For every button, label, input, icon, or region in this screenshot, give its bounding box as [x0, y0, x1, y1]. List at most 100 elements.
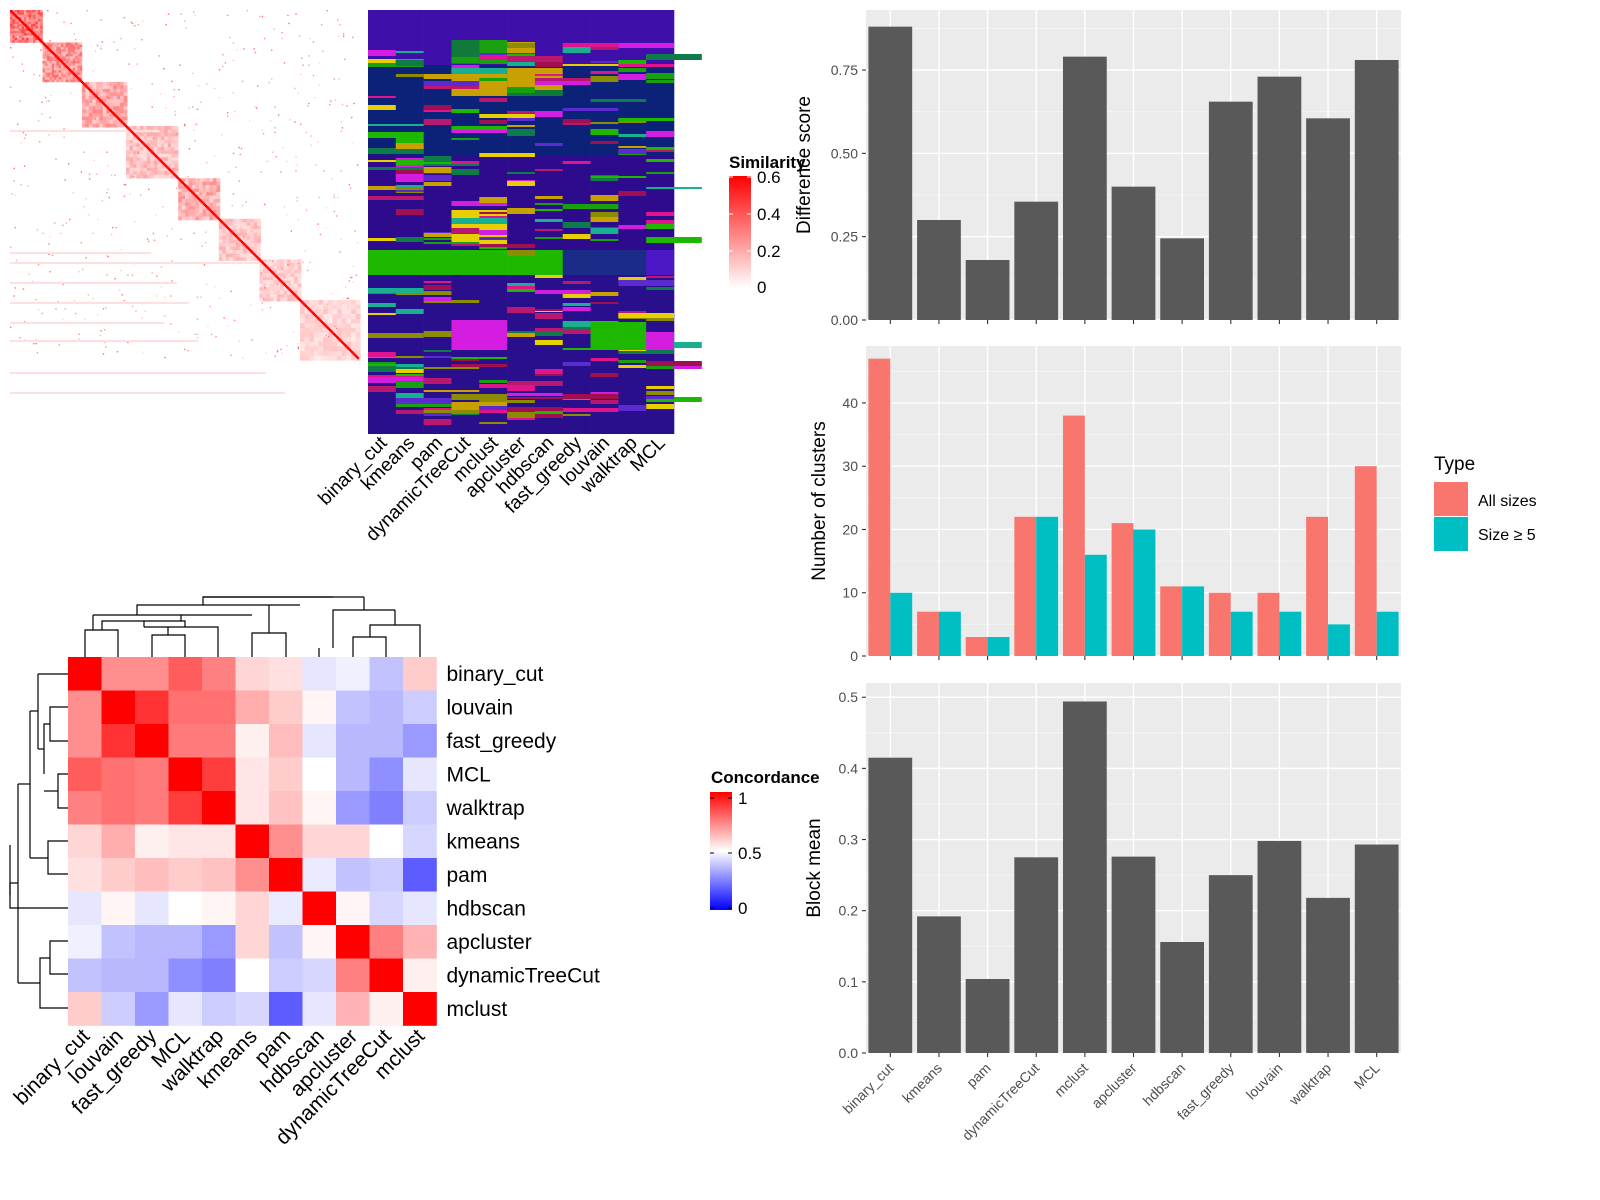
similarity-legend-bar: [729, 176, 751, 288]
similarity-heatmap-cell: [276, 266, 281, 271]
cluster-label-cell: [368, 96, 396, 98]
similarity-heatmap-cell: [85, 116, 90, 121]
similarity-heatmap-cell: [113, 95, 118, 100]
similarity-heatmap-cell: [202, 206, 207, 210]
similarity-heatmap-cell: [178, 206, 182, 210]
similarity-heatmap-cell: [338, 78, 340, 80]
concordance-cell: [235, 724, 270, 758]
similarity-heatmap-cell: [202, 199, 207, 203]
similarity-heatmap-cell: [243, 232, 247, 237]
similarity-heatmap-cell: [77, 72, 80, 76]
similarity-heatmap-cell: [153, 157, 158, 162]
bar: [1111, 186, 1156, 320]
similarity-heatmap-cell: [355, 313, 361, 319]
similarity-heatmap-cell: [327, 313, 333, 319]
similarity-heatmap-cell: [11, 193, 13, 195]
similarity-heatmap-cell: [185, 192, 189, 196]
similarity-heatmap-cell: [273, 283, 278, 288]
cluster-label-cell: [562, 414, 591, 416]
similarity-heatmap-cell: [300, 346, 305, 352]
similarity-heatmap-cell: [102, 123, 107, 128]
similarity-heatmap-cell: [352, 265, 354, 267]
similarity-heatmap-cell: [287, 273, 292, 278]
similarity-heatmap-cell: [20, 184, 22, 186]
cluster-label-cell: [395, 398, 452, 404]
similarity-heatmap-cell: [68, 49, 71, 53]
similarity-heatmap-cell: [54, 79, 57, 83]
similarity-heatmap-cell: [126, 164, 130, 169]
cluster-label-cell: [590, 358, 619, 361]
similarity-heatmap-cell: [351, 327, 356, 333]
similarity-heatmap-cell: [12, 56, 14, 58]
similarity-heatmap-cell: [30, 10, 33, 12]
similarity-heatmap-cell: [139, 157, 144, 162]
similarity-heatmap-cell: [153, 171, 158, 176]
similarity-heatmap-cell: [58, 70, 62, 73]
similarity-heatmap-cell: [106, 254, 108, 257]
similarity-heatmap-cell: [99, 81, 104, 86]
similarity-heatmap-cell: [187, 349, 189, 352]
cluster-label-cell: [507, 407, 563, 413]
similarity-heatmap-cell: [144, 310, 146, 312]
cluster-label-cell: [507, 286, 535, 289]
similarity-heatmap-cell: [116, 113, 121, 118]
dendrogram-branch: [43, 723, 50, 774]
similarity-heatmap-cell: [165, 107, 167, 109]
cluster-label-cell: [562, 303, 591, 306]
similarity-heatmap-cell: [35, 342, 37, 345]
similarity-heatmap-cell: [110, 233, 113, 236]
similarity-heatmap-cell: [143, 164, 148, 169]
similarity-heatmap-cell: [171, 139, 176, 144]
bar: [1354, 844, 1399, 1053]
similarity-heatmap-cell: [30, 21, 34, 25]
cluster-label-cell: [562, 204, 619, 209]
similarity-heatmap-cell: [229, 232, 234, 237]
similarity-heatmap-cell: [68, 58, 71, 62]
similarity-heatmap-cell: [51, 72, 55, 76]
similarity-heatmap-cell: [266, 276, 271, 281]
similarity-heatmap-cell: [103, 341, 106, 344]
similarity-heatmap-cell: [313, 318, 319, 324]
bar-size-ge-5: [1182, 586, 1205, 656]
similarity-heatmap-cell: [181, 213, 186, 217]
similarity-legend-tick-label: 0: [757, 278, 766, 297]
similarity-heatmap-cell: [36, 352, 39, 354]
similarity-heatmap-cell: [163, 68, 165, 70]
similarity-heatmap-cell: [73, 300, 76, 302]
similarity-heatmap-cell: [30, 26, 34, 29]
similarity-heatmap-cell: [72, 56, 76, 60]
similarity-heatmap-cell: [280, 171, 282, 173]
similarity-heatmap-cell: [262, 283, 267, 288]
similarity-heatmap-cell: [146, 174, 151, 179]
similarity-heatmap-cell: [72, 77, 76, 80]
similarity-heatmap-cell: [300, 323, 305, 329]
similarity-heatmap-cell: [72, 65, 76, 69]
similarity-heatmap-cell: [74, 79, 78, 83]
concordance-cell: [269, 891, 303, 926]
similarity-heatmap-cell: [204, 242, 207, 244]
similarity-heatmap-cell: [120, 99, 124, 104]
similarity-heatmap-cell: [30, 14, 34, 18]
similarity-heatmap-cell: [61, 54, 64, 57]
cluster-label-cell: [646, 276, 674, 278]
similarity-heatmap-cell: [171, 143, 176, 148]
similarity-heatmap-cell: [164, 153, 169, 158]
similarity-heatmap-cell: [297, 218, 300, 221]
concordance-cell: [135, 791, 169, 825]
similarity-heatmap-cell: [266, 283, 271, 288]
similarity-heatmap-cell: [26, 12, 29, 15]
similarity-heatmap-cell: [218, 243, 223, 247]
cluster-label-cell: [618, 225, 647, 229]
similarity-heatmap-cell: [167, 160, 172, 165]
similarity-heatmap-cell: [40, 19, 43, 22]
similarity-heatmap-cell: [102, 81, 107, 86]
similarity-heatmap-cell: [116, 123, 121, 128]
similarity-heatmap-cell: [37, 19, 41, 22]
similarity-heatmap-cell: [192, 181, 196, 186]
similarity-heatmap-cell: [37, 120, 40, 122]
cluster-label-cell: [479, 153, 535, 157]
similarity-heatmap-cell: [146, 160, 151, 165]
y-tick-label: 30: [842, 458, 858, 474]
similarity-heatmap-cell: [35, 21, 39, 25]
similarity-heatmap-cell: [304, 332, 310, 338]
